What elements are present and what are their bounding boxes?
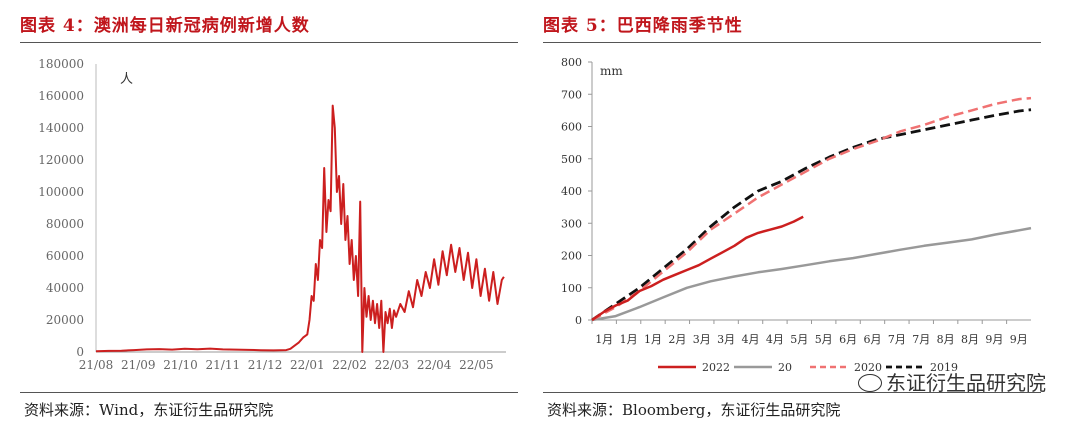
x-tick-label: 9月 bbox=[1010, 333, 1028, 346]
x-tick-label: 3月 bbox=[717, 333, 735, 346]
source-note-left: 资料来源：Wind，东证衍生品研究院 bbox=[24, 401, 274, 419]
x-tick-label: 5月 bbox=[815, 333, 833, 346]
y-tick-label: 80000 bbox=[46, 217, 84, 231]
x-tick-label: 3月 bbox=[693, 333, 711, 346]
title-divider-right bbox=[543, 42, 1041, 43]
wechat-icon bbox=[858, 373, 882, 392]
legend-label-2022: 2022 bbox=[702, 361, 730, 374]
legend-label-20: 20 bbox=[778, 361, 792, 374]
y-tick-label: 140000 bbox=[38, 121, 84, 135]
x-tick-label: 21/12 bbox=[248, 358, 283, 372]
chart-right: 0 100 200 300 400 500 600 700 800 mm 1月 1月 1月 2月 3月 3月 4… bbox=[561, 56, 1032, 374]
x-tick-label: 22/01 bbox=[290, 358, 325, 372]
x-tick-label: 22/04 bbox=[417, 358, 452, 372]
legend-label-2019: 2019 bbox=[930, 361, 958, 374]
watermark: 东证衍生品研究院 bbox=[858, 367, 1046, 396]
y-tick-label: 0 bbox=[575, 314, 582, 327]
x-tick-label: 4月 bbox=[742, 333, 760, 346]
x-tick-label: 4月 bbox=[766, 333, 784, 346]
x-tick-label: 5月 bbox=[790, 333, 808, 346]
y-tick-label: 400 bbox=[561, 185, 582, 198]
y-tick-label: 800 bbox=[561, 56, 582, 69]
x-tick-label: 8月 bbox=[937, 333, 955, 346]
series-line-2019 bbox=[591, 108, 1032, 322]
chart-left: 0 20000 40000 60000 80000 100000 120000 140000 1… bbox=[38, 57, 506, 372]
series-line-2022 bbox=[591, 215, 804, 322]
y-tick-label: 500 bbox=[561, 153, 582, 166]
y-tick-label: 300 bbox=[561, 217, 582, 230]
x-tick-label: 22/03 bbox=[375, 358, 410, 372]
y-tick-label: 180000 bbox=[38, 57, 84, 71]
x-tick-label: 7月 bbox=[888, 333, 906, 346]
x-tick-label: 22/05 bbox=[459, 358, 494, 372]
y-tick-label: 200 bbox=[561, 250, 582, 263]
source-divider-right bbox=[543, 392, 1041, 393]
y-tick-label: 60000 bbox=[46, 249, 84, 263]
x-tick-label: 1月 bbox=[620, 333, 638, 346]
chart-panel-left: 图表 4：澳洲每日新冠病例新增人数 0 20000 40000 60000 80000 1… bbox=[20, 0, 540, 429]
x-tick-label: 21/09 bbox=[121, 358, 156, 372]
x-tick-label: 21/10 bbox=[163, 358, 198, 372]
chart-panel-right: 图表 5：巴西降雨季节性 0 100 200 300 400 500 600 700 800 mm… bbox=[543, 0, 1063, 429]
y-tick-label: 160000 bbox=[38, 89, 84, 103]
chart-title-right: 图表 5：巴西降雨季节性 bbox=[543, 16, 743, 36]
source-note-right: 资料来源：Bloomberg，东证衍生品研究院 bbox=[547, 401, 841, 419]
watermark-text: 东证衍生品研究院 bbox=[886, 371, 1046, 395]
x-tick-label: 6月 bbox=[839, 333, 857, 346]
unit-label: mm bbox=[600, 64, 623, 78]
x-tick-label: 8月 bbox=[961, 333, 979, 346]
y-tick-label: 100 bbox=[561, 282, 582, 295]
x-tick-label: 7月 bbox=[912, 333, 930, 346]
series-line-cases bbox=[95, 104, 505, 353]
unit-label: 人 bbox=[120, 72, 133, 87]
x-tick-label: 9月 bbox=[985, 333, 1003, 346]
x-tick-label: 1月 bbox=[644, 333, 662, 346]
chart-title-left: 图表 4：澳洲每日新冠病例新增人数 bbox=[20, 16, 310, 36]
title-divider-left bbox=[20, 42, 518, 43]
x-tick-label: 2月 bbox=[668, 333, 686, 346]
series-line-2020 bbox=[591, 96, 1032, 322]
y-tick-label: 700 bbox=[561, 88, 582, 101]
y-tick-label: 100000 bbox=[38, 185, 84, 199]
series-line-20 bbox=[591, 226, 1032, 322]
x-tick-label: 21/11 bbox=[206, 358, 241, 372]
source-divider-left bbox=[20, 392, 518, 393]
y-tick-label: 600 bbox=[561, 121, 582, 134]
x-tick-label: 6月 bbox=[863, 333, 881, 346]
x-tick-label: 22/02 bbox=[332, 358, 367, 372]
y-tick-label: 0 bbox=[76, 345, 84, 359]
y-tick-label: 120000 bbox=[38, 153, 84, 167]
y-tick-label: 40000 bbox=[46, 281, 84, 295]
x-tick-label: 21/08 bbox=[79, 358, 114, 372]
x-tick-label: 1月 bbox=[595, 333, 613, 346]
y-tick-label: 20000 bbox=[46, 313, 84, 327]
legend-label-2020: 2020 bbox=[854, 361, 882, 374]
